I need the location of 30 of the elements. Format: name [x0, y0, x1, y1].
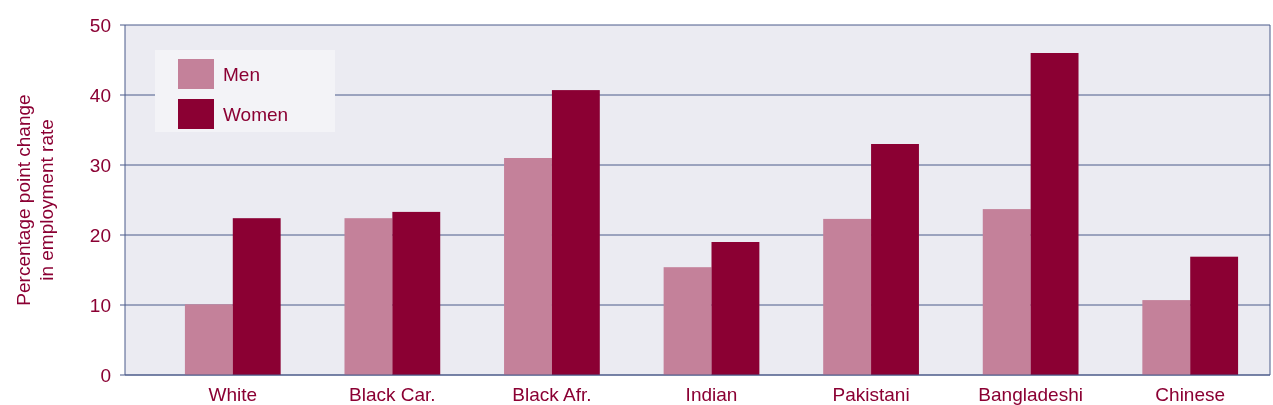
bar: [711, 242, 760, 375]
y-axis-title: Percentage point change in employment rate: [13, 94, 57, 306]
bar: [823, 218, 872, 375]
bar: [232, 218, 281, 375]
bar: [184, 304, 233, 375]
x-tick-label: Black Car.: [349, 384, 436, 405]
x-tick-label: Black Afr.: [512, 384, 592, 405]
y-tick-label: 10: [89, 294, 111, 316]
x-tick-label: Bangladeshi: [978, 384, 1083, 405]
bar: [1142, 300, 1191, 375]
y-tick-label: 40: [89, 84, 111, 106]
bar: [1030, 53, 1079, 375]
bar: [663, 267, 712, 375]
x-tick-label: Indian: [685, 384, 738, 405]
legend-label: Men: [223, 63, 260, 85]
bar: [871, 144, 919, 375]
bar: [344, 218, 393, 375]
bar: [392, 211, 441, 375]
y-tick-label: 50: [89, 14, 111, 36]
bar: [504, 158, 552, 375]
legend-label: Women: [223, 103, 289, 125]
x-tick-label: Chinese: [1155, 384, 1226, 405]
x-tick-label: White: [208, 384, 258, 405]
y-tick-label: 0: [100, 364, 111, 386]
y-tick-label: 30: [89, 154, 111, 176]
bar: [1190, 256, 1239, 375]
x-tick-label: Pakistani: [832, 384, 910, 405]
bar: [982, 209, 1031, 375]
bar: [551, 90, 600, 375]
y-tick-label: 20: [89, 224, 111, 246]
